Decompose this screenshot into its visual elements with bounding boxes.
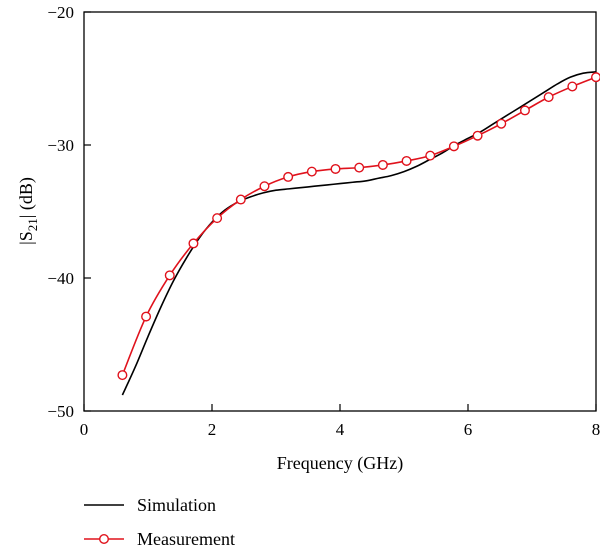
data-point-measurement — [472, 130, 483, 141]
x-tick-label: 2 — [208, 420, 217, 439]
x-tick-label: 8 — [592, 420, 600, 439]
x-tick-label: 6 — [464, 420, 473, 439]
series-layer — [117, 71, 600, 396]
axis-tick-labels: 0 2 4 6 8 −20 −30 −40 −50 — [47, 3, 600, 439]
x-axis-label: Frequency (GHz) — [277, 453, 403, 474]
data-point-measurement — [117, 370, 128, 381]
data-point-measurement — [519, 105, 530, 116]
data-point-measurement — [141, 311, 152, 322]
legend-simulation-label: Simulation — [137, 495, 216, 515]
data-point-measurement — [591, 72, 600, 83]
axis-ticks — [83, 11, 597, 412]
x-tick-label: 0 — [80, 420, 89, 439]
legend-measurement-label: Measurement — [137, 529, 235, 549]
legend: Simulation Measurement — [84, 495, 235, 549]
data-point-measurement — [543, 92, 554, 103]
data-point-measurement — [188, 238, 199, 249]
y-axis-label: |S21| (dB) — [16, 177, 40, 245]
data-point-measurement — [448, 141, 459, 152]
data-point-measurement — [283, 171, 294, 182]
data-point-measurement — [259, 181, 270, 192]
data-point-measurement — [235, 194, 246, 205]
y-tick-label: −30 — [47, 136, 74, 155]
data-point-measurement — [212, 213, 223, 224]
x-tick-label: 4 — [336, 420, 345, 439]
y-tick-label: −40 — [47, 269, 74, 288]
y-axis-label-subscript: 21 — [25, 218, 40, 231]
y-axis-label-prefix: |S — [16, 231, 36, 245]
y-tick-label: −20 — [47, 3, 74, 22]
data-point-measurement — [354, 162, 365, 173]
data-point-measurement — [164, 270, 175, 281]
legend-measurement-marker — [98, 534, 109, 545]
data-point-measurement — [496, 118, 507, 129]
y-tick-label: −50 — [47, 402, 74, 421]
data-point-measurement — [425, 150, 436, 161]
data-point-measurement — [567, 81, 578, 92]
data-point-measurement — [377, 159, 388, 170]
plot-frame — [83, 11, 597, 412]
series-line-simulation — [121, 71, 597, 396]
series-line-measurement — [121, 76, 597, 376]
y-axis-label-suffix: | (dB) — [16, 177, 37, 218]
data-point-measurement — [330, 163, 341, 174]
data-point-measurement — [401, 155, 412, 166]
data-point-measurement — [306, 166, 317, 177]
